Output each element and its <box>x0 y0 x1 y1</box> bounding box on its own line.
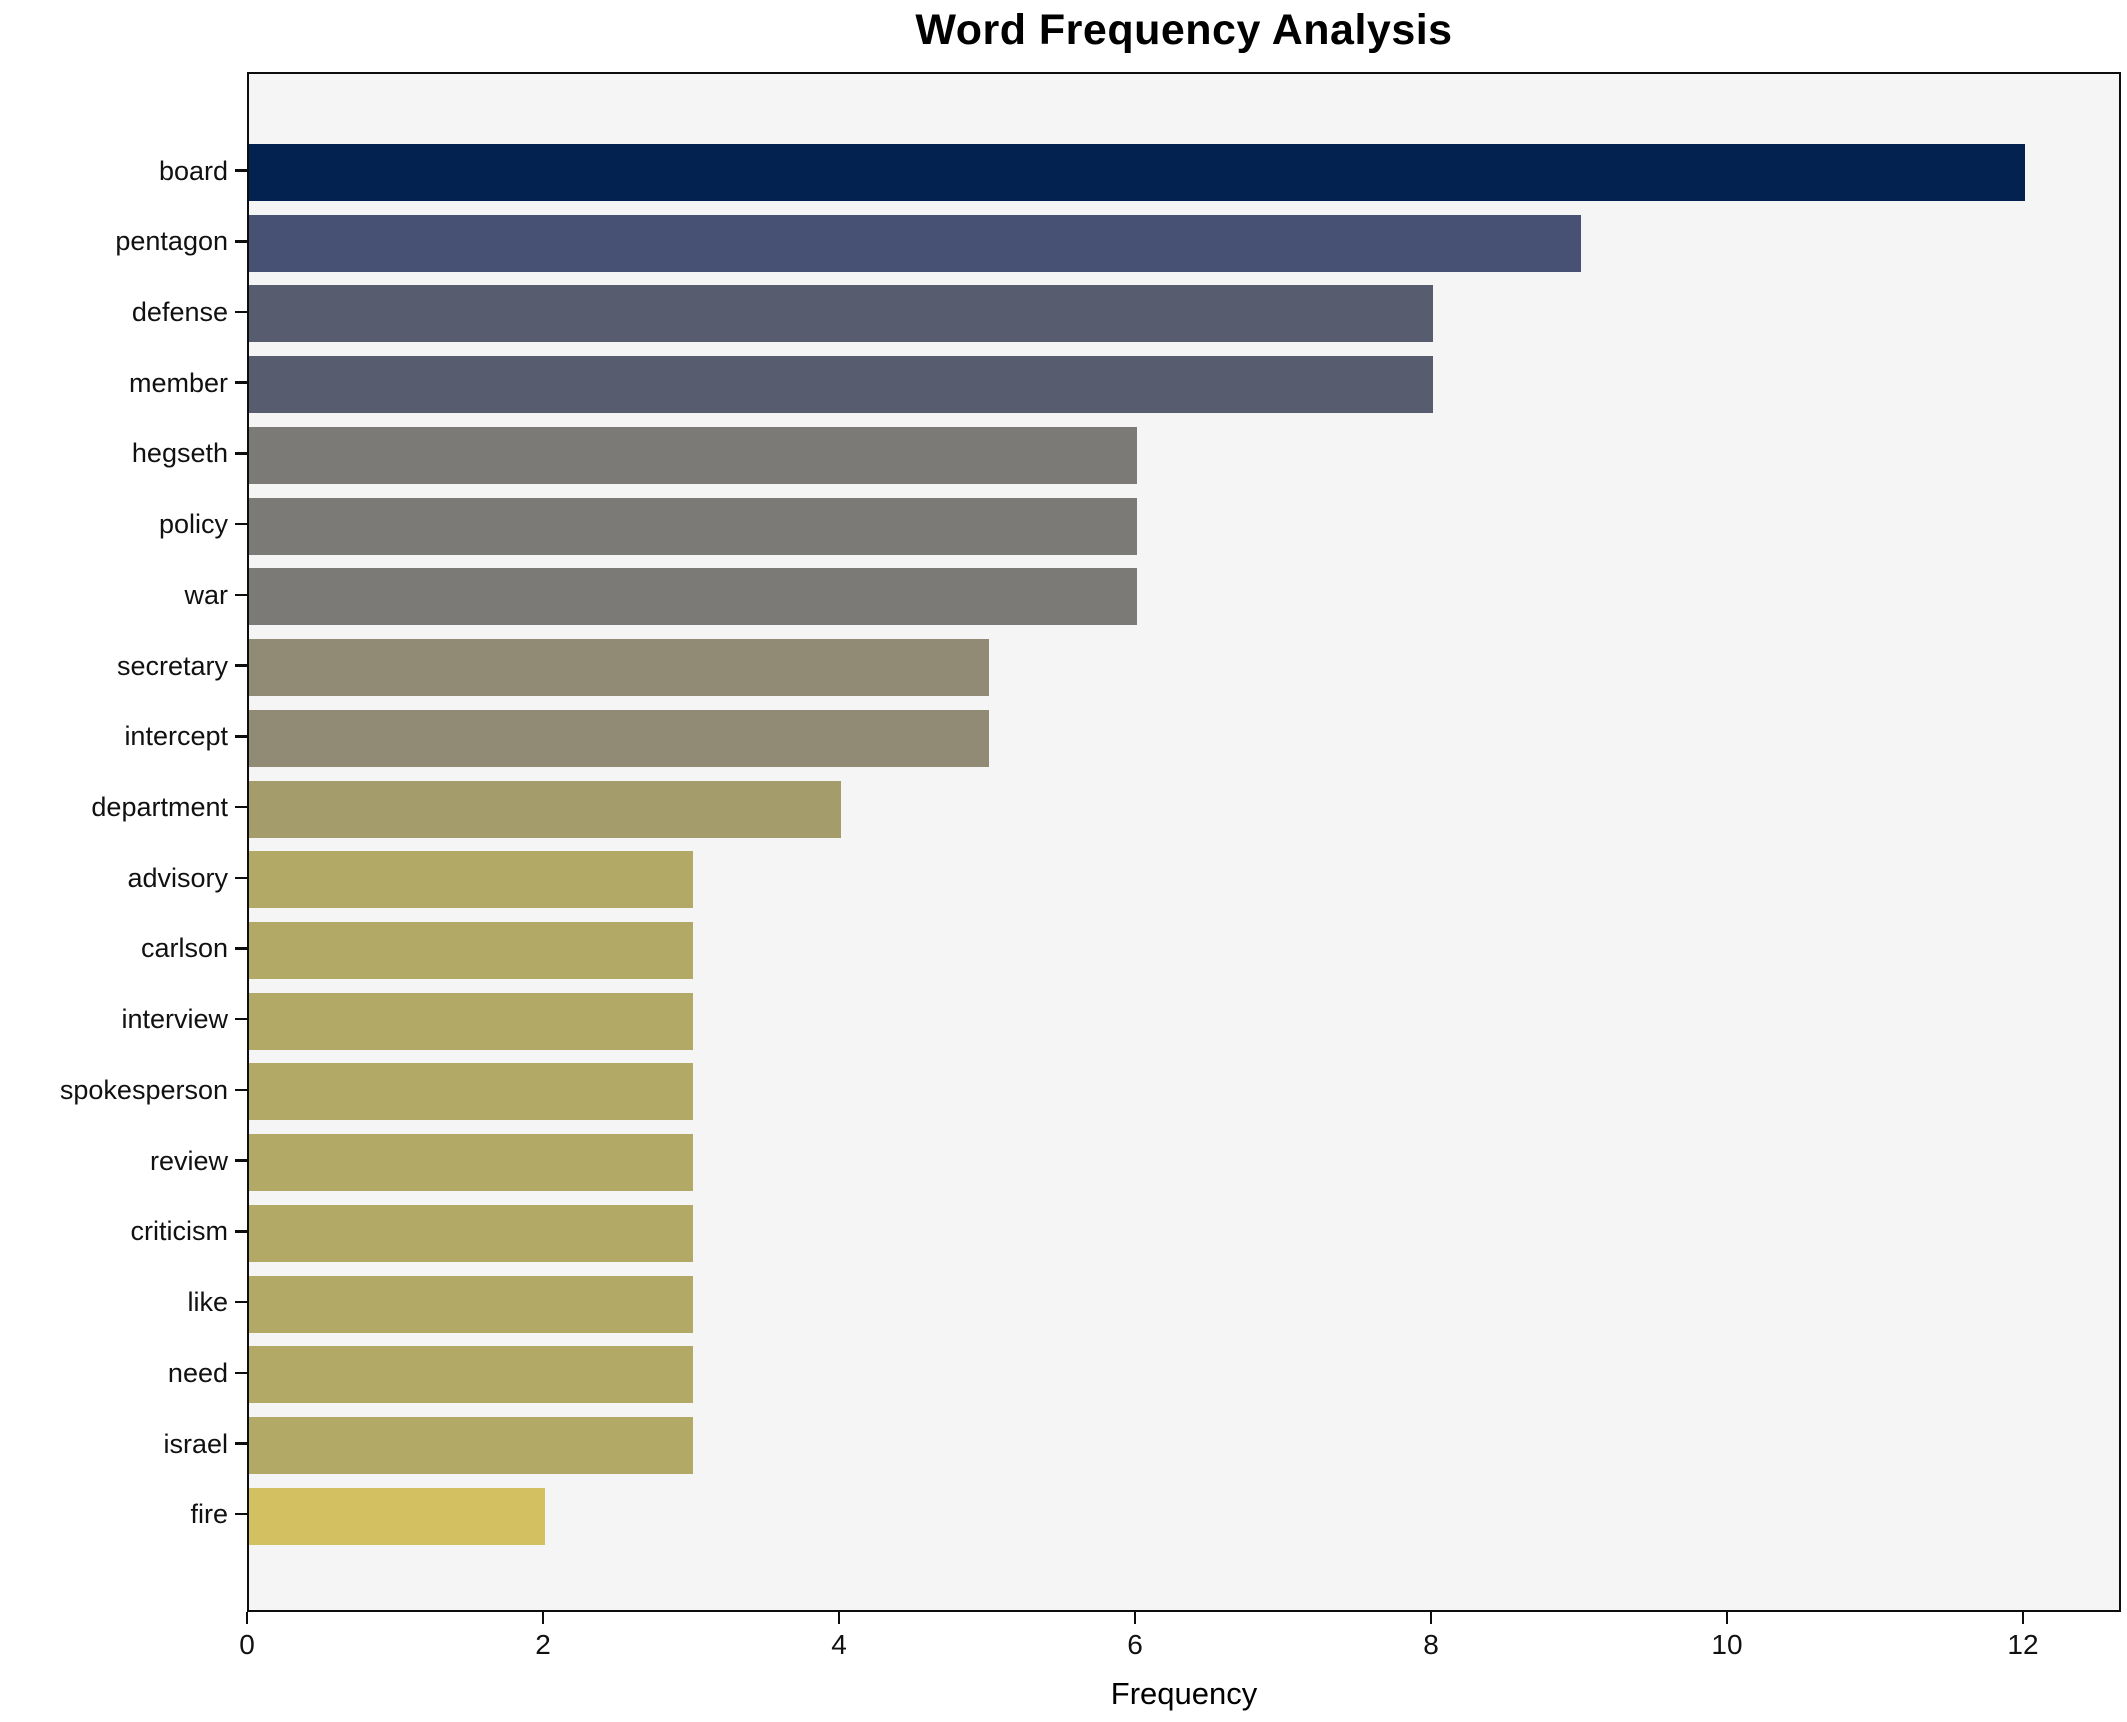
y-tick-mark <box>235 735 247 738</box>
y-tick-mark <box>235 1442 247 1445</box>
bar-defense <box>249 285 1433 343</box>
x-tick-mark <box>541 1612 545 1624</box>
bar-spokesperson <box>249 1063 693 1121</box>
y-axis-label-like: like <box>187 1287 228 1317</box>
y-tick-mark <box>235 522 247 526</box>
y-tick-mark <box>235 310 247 314</box>
bar-war <box>249 568 1137 626</box>
bar-board <box>249 144 2025 201</box>
y-axis-label-need: need <box>167 1357 228 1388</box>
x-tick-label-12: 12 <box>2007 1629 2039 1660</box>
x-tick-label-6: 6 <box>1127 1629 1143 1660</box>
x-tick-mark <box>1133 1612 1137 1624</box>
y-tick-mark <box>235 876 247 879</box>
x-axis-title: Frequency <box>1110 1676 1258 1711</box>
bar-advisory <box>249 851 693 909</box>
bar-intercept <box>249 709 989 767</box>
y-axis-label-criticism: criticism <box>130 1216 228 1247</box>
y-axis-label-advisory: advisory <box>127 862 228 893</box>
y-axis-label-pentagon: pentagon <box>115 226 228 257</box>
x-tick-label-4: 4 <box>831 1629 847 1660</box>
y-tick-mark <box>235 1088 247 1092</box>
y-tick-mark <box>235 1371 247 1374</box>
bar-member <box>249 356 1433 414</box>
y-axis-label-member: member <box>128 367 228 398</box>
bar-secretary <box>249 639 989 696</box>
bar-fire <box>249 1487 545 1545</box>
y-axis-label-israel: israel <box>163 1428 228 1459</box>
x-tick-mark <box>245 1612 249 1624</box>
y-tick-mark <box>235 240 247 243</box>
x-tick-label-8: 8 <box>1423 1629 1439 1660</box>
x-tick-mark <box>837 1612 841 1624</box>
y-tick-mark <box>235 381 247 384</box>
y-axis-label-interview: interview <box>121 1004 228 1035</box>
bar-interview <box>249 992 693 1050</box>
y-axis-label-secretary: secretary <box>116 650 228 681</box>
y-axis-label-review: review <box>149 1145 228 1176</box>
y-tick-mark <box>235 664 247 667</box>
x-tick-label-2: 2 <box>535 1629 551 1660</box>
y-axis-label-policy: policy <box>158 509 228 540</box>
y-axis-label-war: war <box>184 579 228 610</box>
bar-hegseth <box>249 426 1137 484</box>
y-tick-mark <box>235 1017 247 1021</box>
y-axis-label-board: board <box>158 155 228 186</box>
y-axis-label-fire: fire <box>190 1499 228 1530</box>
x-tick-mark <box>1725 1612 1729 1624</box>
y-tick-mark <box>235 1159 247 1162</box>
bar-department <box>249 780 841 838</box>
plot-area <box>247 72 2121 1612</box>
y-axis-label-department: department <box>91 792 228 822</box>
bar-carlson <box>249 921 693 979</box>
y-axis-label-spokesperson: spokesperson <box>59 1074 228 1105</box>
y-tick-mark <box>235 593 247 597</box>
bar-israel <box>249 1417 693 1474</box>
bar-pentagon <box>249 214 1581 272</box>
x-tick-mark <box>2021 1612 2025 1624</box>
x-tick-mark <box>1429 1612 1433 1624</box>
y-tick-mark <box>235 1512 247 1516</box>
bar-review <box>249 1134 693 1192</box>
bar-like <box>249 1275 693 1333</box>
y-tick-mark <box>235 805 247 809</box>
y-axis-label-carlson: carlson <box>140 933 228 964</box>
chart-title: Word Frequency Analysis <box>915 6 1453 54</box>
y-tick-mark <box>235 452 247 455</box>
x-tick-label-0: 0 <box>239 1629 255 1660</box>
bar-need <box>249 1346 693 1404</box>
y-tick-mark <box>235 169 247 172</box>
y-tick-mark <box>235 1230 247 1233</box>
y-axis-label-hegseth: hegseth <box>131 438 228 469</box>
y-tick-mark <box>235 947 247 950</box>
x-tick-label-10: 10 <box>1711 1629 1743 1660</box>
bar-criticism <box>249 1204 693 1262</box>
bar-policy <box>249 497 1137 555</box>
y-axis-label-intercept: intercept <box>124 721 228 752</box>
y-axis-label-defense: defense <box>131 296 228 327</box>
y-tick-mark <box>235 1300 247 1304</box>
